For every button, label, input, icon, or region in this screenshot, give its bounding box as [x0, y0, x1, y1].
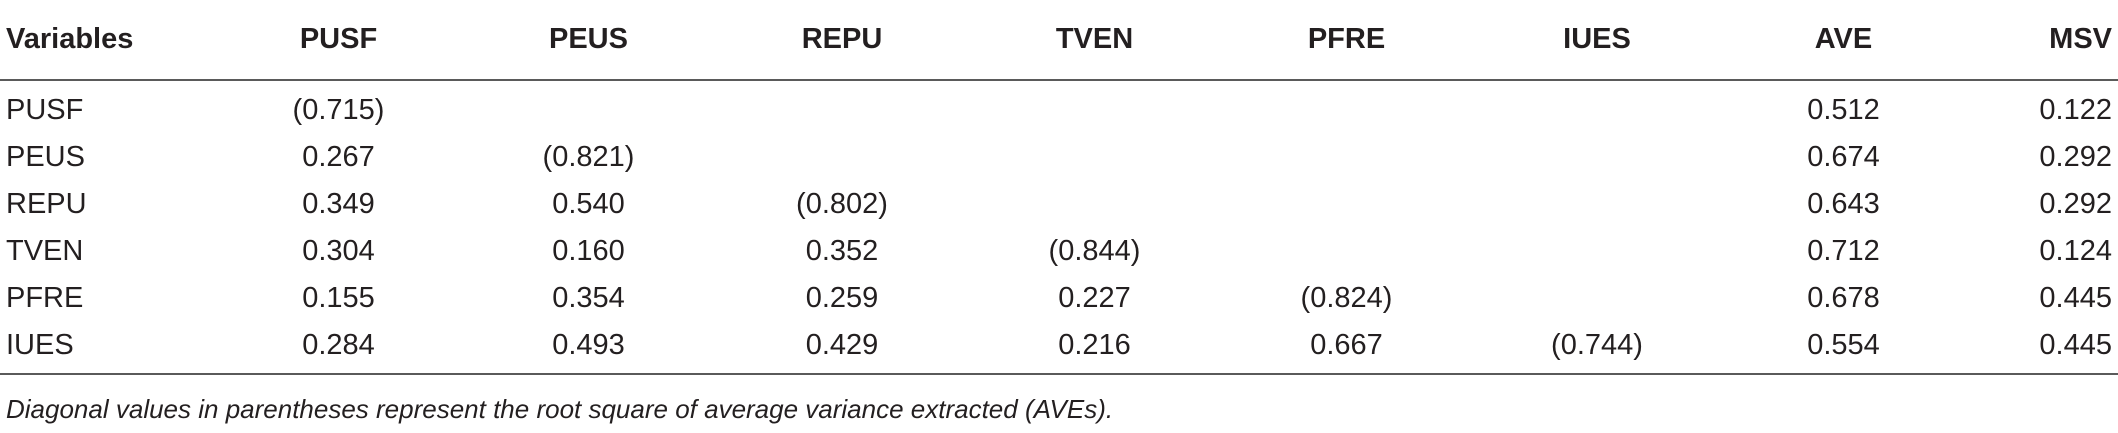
- table-cell: 0.292: [2039, 188, 2112, 220]
- table-row: PEUS 0.267 (0.821) 0.674 0.292: [0, 134, 2118, 181]
- table-row: PFRE 0.155 0.354 0.259 0.227 (0.824) 0.6…: [0, 275, 2118, 322]
- table-cell: [1473, 181, 1721, 228]
- column-header-iues: IUES: [1563, 23, 1631, 55]
- table-cell: (0.844): [1048, 235, 1141, 267]
- table-cell: [1220, 228, 1473, 275]
- column-header-ave: AVE: [1814, 23, 1873, 55]
- table-cell: 0.445: [2039, 329, 2112, 361]
- table-cell: 0.493: [552, 329, 625, 361]
- row-label: IUES: [6, 329, 74, 361]
- table-cell: (0.715): [292, 94, 385, 126]
- table-cell: 0.122: [2039, 94, 2112, 126]
- table-cell: [1220, 181, 1473, 228]
- table-cell: 0.267: [302, 141, 375, 173]
- column-header-repu: REPU: [801, 23, 883, 55]
- table-cell: 0.155: [302, 282, 375, 314]
- table-row: TVEN 0.304 0.160 0.352 (0.844) 0.712 0.1…: [0, 228, 2118, 275]
- table-cell: 0.284: [302, 329, 375, 361]
- correlation-table: Variables PUSF PEUS REPU TVEN PFRE IUES …: [0, 0, 2118, 374]
- table-cell: [1473, 80, 1721, 134]
- table-cell: 0.216: [1058, 329, 1131, 361]
- table-cell: 0.712: [1807, 235, 1880, 267]
- table-cell: 0.643: [1807, 188, 1880, 220]
- table-cell: [1473, 134, 1721, 181]
- table-cell: (0.802): [796, 188, 888, 220]
- column-header-msv: MSV: [2049, 23, 2112, 55]
- table-cell: [715, 134, 969, 181]
- table-cell: 0.349: [302, 188, 375, 220]
- column-header-tven: TVEN: [1055, 23, 1134, 55]
- row-label: PFRE: [6, 282, 84, 314]
- table-cell: 0.512: [1807, 94, 1880, 126]
- table-cell: 0.540: [552, 188, 625, 220]
- column-header-pfre: PFRE: [1307, 23, 1386, 55]
- table-row: IUES 0.284 0.493 0.429 0.216 0.667 (0.74…: [0, 322, 2118, 374]
- table-footnote: Diagonal values in parentheses represent…: [6, 394, 1114, 424]
- table-cell: 0.667: [1310, 329, 1383, 361]
- table-cell: (0.824): [1300, 282, 1393, 314]
- row-label: PUSF: [6, 94, 84, 126]
- table-cell: [462, 80, 715, 134]
- table-row: REPU 0.349 0.540 (0.802) 0.643 0.292: [0, 181, 2118, 228]
- table-cell: 0.160: [552, 235, 625, 267]
- table-cell: 0.227: [1058, 282, 1131, 314]
- table-cell: 0.259: [805, 282, 879, 314]
- table-cell: [1220, 80, 1473, 134]
- table-cell: [715, 80, 969, 134]
- table-cell: [969, 181, 1220, 228]
- table-cell: [969, 134, 1220, 181]
- table-cell: 0.674: [1807, 141, 1880, 173]
- table-cell: 0.304: [302, 235, 375, 267]
- row-label: REPU: [6, 188, 87, 220]
- table-cell: (0.744): [1551, 329, 1643, 361]
- table-cell: 0.678: [1807, 282, 1880, 314]
- table-row: PUSF (0.715) 0.512 0.122: [0, 80, 2118, 134]
- row-label: TVEN: [6, 235, 84, 267]
- table-cell: [1220, 134, 1473, 181]
- table-cell: 0.354: [552, 282, 625, 314]
- table-cell: 0.352: [805, 235, 879, 267]
- table-cell: [1473, 228, 1721, 275]
- column-header-peus: PEUS: [549, 23, 628, 55]
- column-header-pusf: PUSF: [299, 23, 378, 55]
- table-cell: 0.554: [1807, 329, 1880, 361]
- column-header-variables: Variables: [6, 23, 134, 55]
- table-cell: [1473, 275, 1721, 322]
- table-cell: 0.445: [2039, 282, 2112, 314]
- table-cell: 0.292: [2039, 141, 2112, 173]
- table-cell: 0.124: [2039, 235, 2112, 267]
- row-label: PEUS: [6, 141, 85, 173]
- table-cell: (0.821): [542, 141, 635, 173]
- table-cell: 0.429: [805, 329, 879, 361]
- header-row: Variables PUSF PEUS REPU TVEN PFRE IUES …: [0, 0, 2118, 80]
- table-cell: [969, 80, 1220, 134]
